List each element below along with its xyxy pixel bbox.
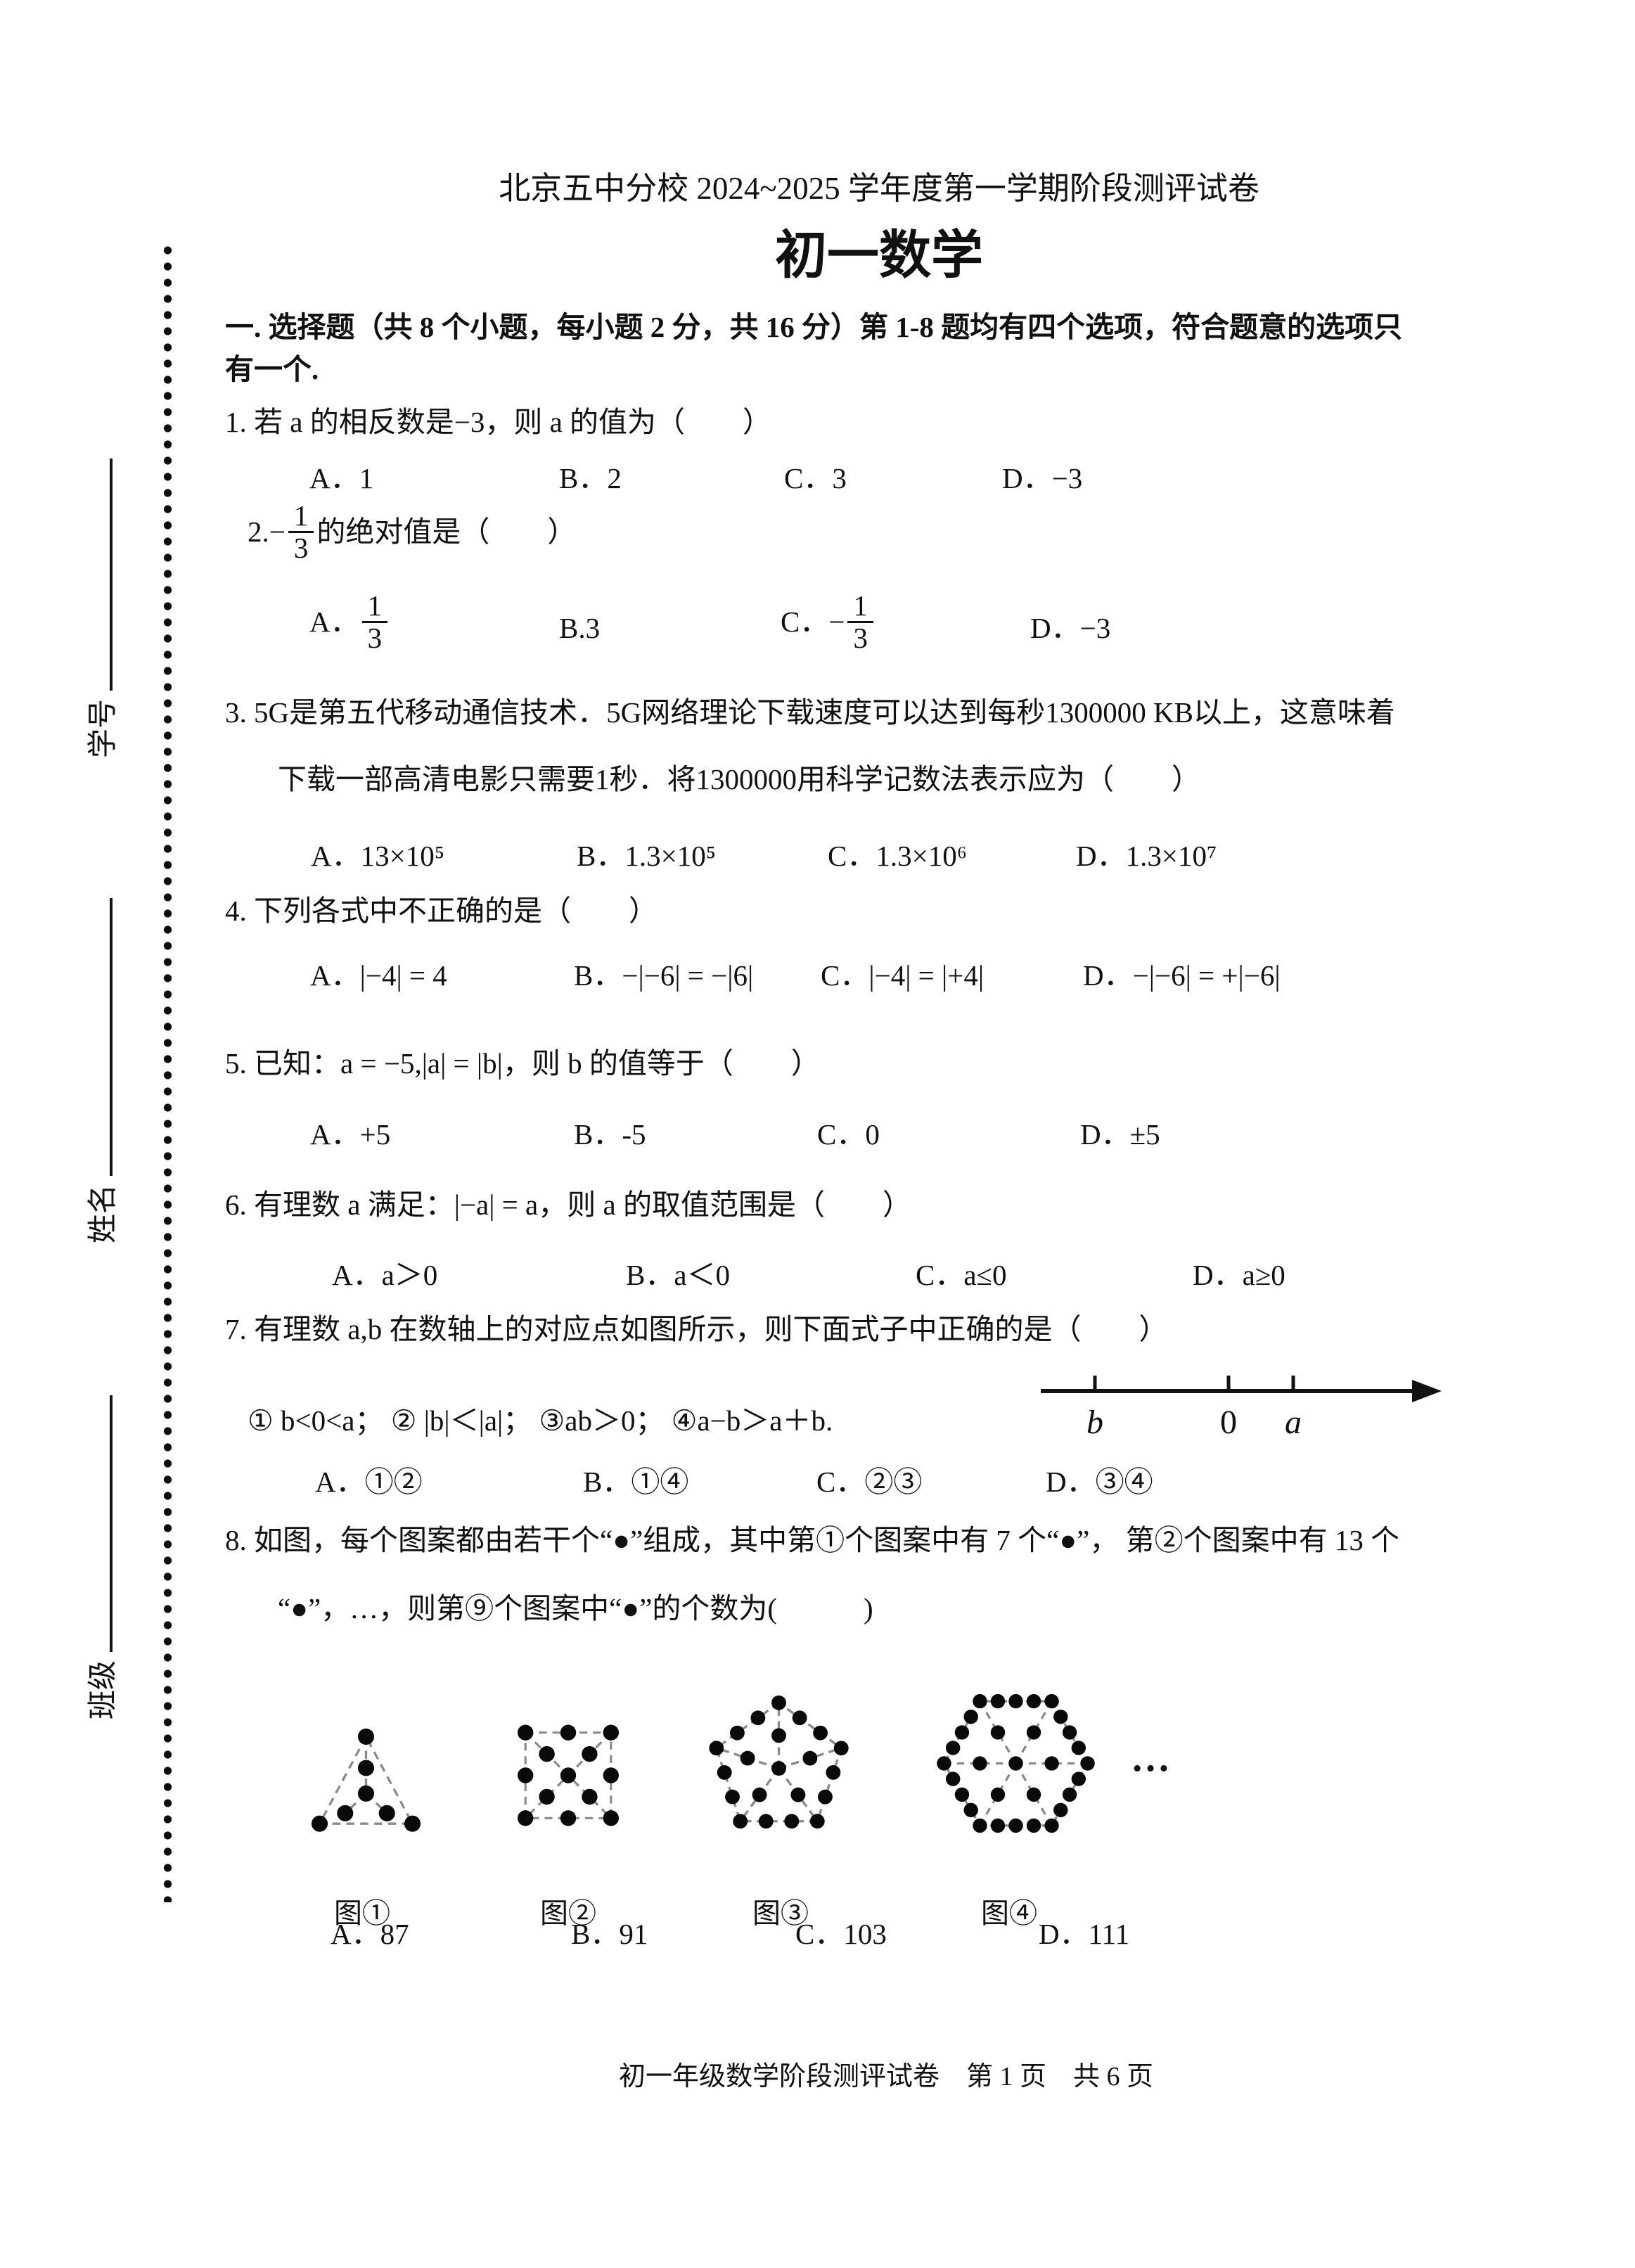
q3-stem-line2: 下载一部高清电影只需要1秒．将1300000用科学记数法表示应为（ ） bbox=[278, 763, 1200, 795]
q7-option-b: B．①④ bbox=[583, 1466, 689, 1498]
q3-stem-line1: 3. 5G是第五代移动通信技术．5G网络理论下载速度可以达到每秒1300000 … bbox=[225, 696, 1395, 729]
q2-option-c: C． −1 3 bbox=[781, 590, 876, 653]
margin-field-name: 姓名 bbox=[79, 878, 122, 1243]
q7-statements: ① b<0<a； ② |b|＜|a|； ③ab＞0； ④a−b＞a＋b. bbox=[248, 1404, 833, 1437]
q6-option-d: D．a≥0 bbox=[1193, 1259, 1285, 1291]
q4-option-c: C．|−4| = |+4| bbox=[821, 959, 985, 992]
q6-option-c: C．a≤0 bbox=[916, 1259, 1007, 1291]
q7-option-c: C．②③ bbox=[816, 1466, 923, 1498]
number-line-label-b: b bbox=[1086, 1404, 1103, 1441]
q3-option-c: C．1.3×10⁶ bbox=[828, 840, 968, 872]
pattern-figure-4-hexagon bbox=[937, 1693, 1095, 1833]
q3-option-a: A．13×10⁵ bbox=[311, 840, 445, 872]
q4-option-d: D．−|−6| = +|−6| bbox=[1083, 959, 1281, 992]
pattern-figure-1-triangle bbox=[311, 1728, 421, 1832]
q3-option-d: D．1.3×10⁷ bbox=[1076, 840, 1217, 872]
q7-stem: 7. 有理数 a,b 在数轴上的对应点如图所示，则下面式子中正确的是（ ） bbox=[225, 1313, 1168, 1345]
exam-header: 北京五中分校 2024~2025 学年度第一学期阶段测评试卷 bbox=[499, 171, 1259, 206]
q8-option-a: A．87 bbox=[331, 1918, 409, 1950]
q8-stem-line1: 8. 如图，每个图案都由若干个“●”组成，其中第①个图案中有 7 个“●”， 第… bbox=[225, 1524, 1400, 1556]
q6-option-b: B．a＜0 bbox=[626, 1259, 731, 1291]
name-label: 姓名 bbox=[87, 1184, 120, 1243]
q2-option-b: B.3 bbox=[559, 612, 601, 644]
class-blank bbox=[84, 1395, 113, 1652]
q5-option-b: B．-5 bbox=[574, 1118, 646, 1151]
figure-1-caption: 图① bbox=[334, 1897, 390, 1929]
q2-option-d: D．−3 bbox=[1030, 612, 1111, 644]
q5-option-d: D．±5 bbox=[1080, 1118, 1160, 1151]
q4-option-a: A．|−4| = 4 bbox=[310, 959, 447, 992]
q5-stem: 5. 已知：a = −5,|a| = |b|，则 b 的值等于（ ） bbox=[225, 1047, 820, 1079]
section-heading-line2: 有一个. bbox=[225, 353, 319, 385]
number-line-arrow-icon bbox=[1412, 1380, 1442, 1402]
q6-stem: 6. 有理数 a 满足：|−a| = a，则 a 的取值范围是（ ） bbox=[225, 1189, 911, 1221]
q8-stem-line2: “●”，…，则第⑨个图案中“●”的个数为( ) bbox=[278, 1592, 873, 1625]
q3-option-b: B．1.3×10⁵ bbox=[577, 840, 717, 872]
figure-2-caption: 图② bbox=[540, 1897, 596, 1929]
figure-4-caption: 图④ bbox=[981, 1897, 1037, 1929]
q6-option-a: A．a＞0 bbox=[332, 1259, 438, 1291]
q7-option-d: D．③④ bbox=[1046, 1466, 1153, 1498]
section-heading-line1: 一. 选择题（共 8 个小题，每小题 2 分，共 16 分）第 1-8 题均有四… bbox=[225, 311, 1403, 343]
seal-dotted-line bbox=[163, 243, 172, 1902]
pattern-figure-3-pentagon bbox=[709, 1695, 849, 1829]
class-label: 班级 bbox=[87, 1660, 120, 1719]
figures-ellipsis: … bbox=[1131, 1736, 1172, 1780]
student-id-label: 学号 bbox=[87, 698, 120, 758]
number-line-figure: b 0 a bbox=[1041, 1376, 1442, 1441]
number-line-label-a: a bbox=[1285, 1404, 1302, 1441]
q5-option-c: C．0 bbox=[817, 1118, 880, 1151]
q7-option-a: A．①② bbox=[315, 1466, 423, 1498]
q4-stem: 4. 下列各式中不正确的是（ ） bbox=[225, 895, 658, 927]
q1-option-d: D．−3 bbox=[1002, 462, 1083, 494]
q8-option-b: B．91 bbox=[571, 1918, 648, 1950]
exam-title: 初一数学 bbox=[775, 227, 983, 285]
page-footer: 初一年级数学阶段测评试卷 第 1 页 共 6 页 bbox=[618, 2062, 1153, 2091]
q1-stem: 1. 若 a 的相反数是−3，则 a 的值为（ ） bbox=[225, 406, 772, 438]
q1-option-a: A．1 bbox=[309, 462, 374, 494]
margin-field-class: 班级 bbox=[79, 1371, 122, 1719]
number-line-label-zero: 0 bbox=[1220, 1404, 1237, 1441]
figure-3-caption: 图③ bbox=[752, 1897, 809, 1929]
q2-stem: 2. −1 3 的绝对值是（ ） bbox=[248, 499, 577, 565]
name-blank bbox=[84, 897, 113, 1176]
pattern-figure-2-square bbox=[518, 1724, 619, 1826]
q1-option-c: C．3 bbox=[784, 462, 847, 494]
q8-option-d: D．111 bbox=[1039, 1918, 1130, 1950]
q8-option-c: C．103 bbox=[795, 1918, 887, 1950]
q1-option-b: B．2 bbox=[559, 462, 622, 494]
q2-option-a: A． 1 3 bbox=[309, 590, 390, 653]
margin-field-student-id: 学号 bbox=[79, 428, 122, 758]
student-id-blank bbox=[84, 458, 113, 691]
q5-option-a: A．+5 bbox=[310, 1118, 391, 1151]
q4-option-b: B．−|−6| = −|6| bbox=[574, 959, 754, 992]
